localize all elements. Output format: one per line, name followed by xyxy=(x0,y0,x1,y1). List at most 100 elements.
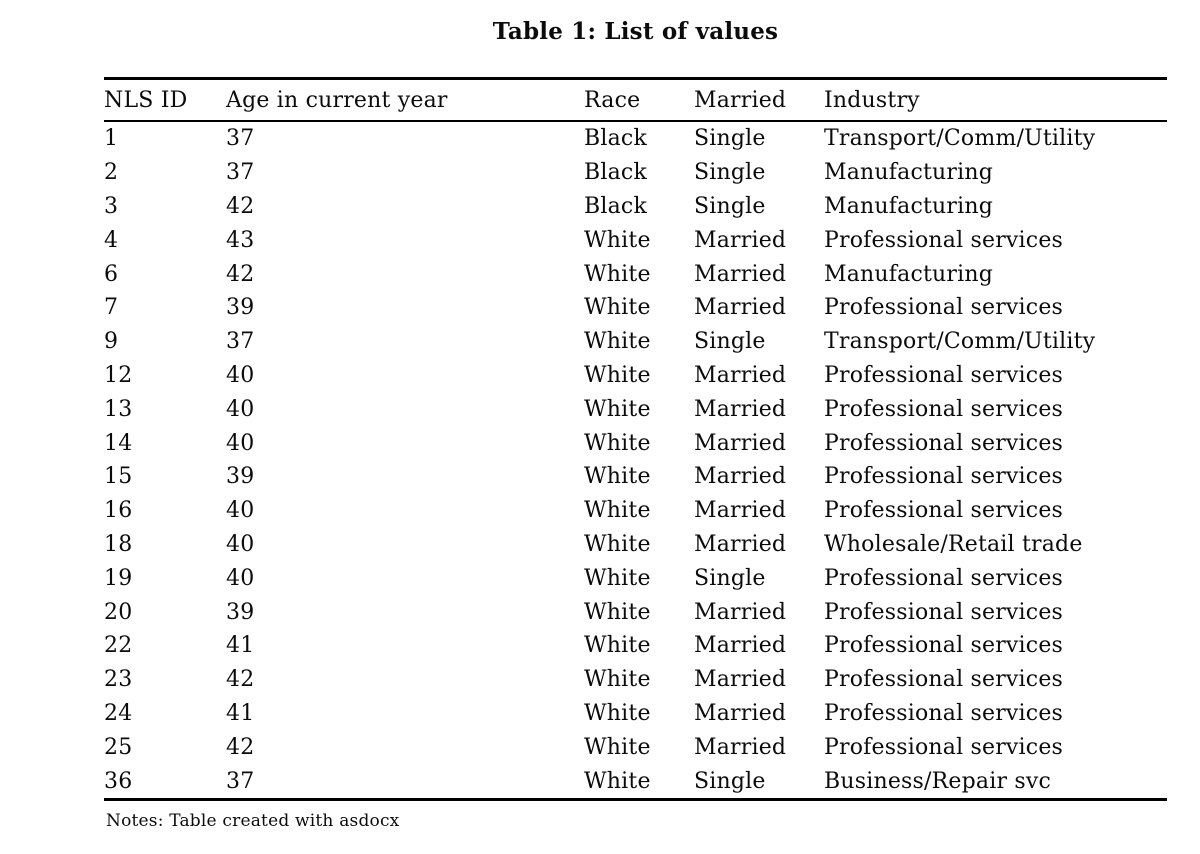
col-header-race: Race xyxy=(584,78,694,122)
cell-married: Single xyxy=(694,126,766,152)
cell-married: Single xyxy=(694,329,766,355)
cell-race: White xyxy=(584,329,651,355)
cell-race: White xyxy=(584,396,651,422)
cell-married: Married xyxy=(694,464,787,490)
table-row: 23 42 White Married Professional service… xyxy=(104,663,1167,697)
cell-industry: Business/Repair svc xyxy=(824,768,1052,794)
cell-race: White xyxy=(584,227,651,253)
cell-nls-id: 14 xyxy=(104,430,133,456)
cell-industry: Professional services xyxy=(824,734,1064,760)
cell-race: Black xyxy=(584,126,647,152)
cell-age: 40 xyxy=(226,565,255,591)
cell-married: Married xyxy=(694,667,787,693)
table-row: 20 39 White Married Professional service… xyxy=(104,595,1167,629)
cell-nls-id: 16 xyxy=(104,498,133,524)
cell-industry: Wholesale/Retail trade xyxy=(824,531,1083,557)
cell-age: 42 xyxy=(226,734,255,760)
cell-age: 40 xyxy=(226,531,255,557)
table-row: 19 40 White Single Professional services xyxy=(104,561,1167,595)
cell-race: White xyxy=(584,464,651,490)
table-row: 16 40 White Married Professional service… xyxy=(104,494,1167,528)
cell-industry: Professional services xyxy=(824,633,1064,659)
cell-age: 39 xyxy=(226,599,255,625)
table-row: 22 41 White Married Professional service… xyxy=(104,629,1167,663)
col-header-married: Married xyxy=(694,78,824,122)
cell-married: Married xyxy=(694,362,787,388)
cell-race: White xyxy=(584,633,651,659)
cell-race: White xyxy=(584,667,651,693)
cell-married: Single xyxy=(694,565,766,591)
cell-married: Single xyxy=(694,768,766,794)
cell-married: Married xyxy=(694,734,787,760)
table-row: 12 40 White Married Professional service… xyxy=(104,359,1167,393)
cell-nls-id: 9 xyxy=(104,329,119,355)
cell-nls-id: 1 xyxy=(104,126,119,152)
cell-race: White xyxy=(584,430,651,456)
cell-nls-id: 19 xyxy=(104,565,133,591)
cell-race: Black xyxy=(584,193,647,219)
cell-race: White xyxy=(584,531,651,557)
cell-married: Single xyxy=(694,193,766,219)
cell-race: White xyxy=(584,734,651,760)
cell-race: White xyxy=(584,565,651,591)
cell-nls-id: 22 xyxy=(104,633,133,659)
cell-race: White xyxy=(584,599,651,625)
cell-industry: Professional services xyxy=(824,498,1064,524)
cell-nls-id: 25 xyxy=(104,734,133,760)
cell-industry: Manufacturing xyxy=(824,160,993,186)
table-header: NLS ID Age in current year Race Married … xyxy=(104,78,1167,122)
col-header-nls-id: NLS ID xyxy=(104,78,226,122)
cell-race: White xyxy=(584,498,651,524)
cell-industry: Professional services xyxy=(824,295,1064,321)
cell-nls-id: 15 xyxy=(104,464,133,490)
cell-married: Married xyxy=(694,531,787,557)
cell-age: 40 xyxy=(226,396,255,422)
table-row: 36 37 White Single Business/Repair svc xyxy=(104,764,1167,799)
cell-age: 40 xyxy=(226,498,255,524)
cell-age: 37 xyxy=(226,768,255,794)
cell-nls-id: 13 xyxy=(104,396,133,422)
cell-nls-id: 20 xyxy=(104,599,133,625)
cell-industry: Professional services xyxy=(824,396,1064,422)
cell-industry: Professional services xyxy=(824,362,1064,388)
cell-industry: Professional services xyxy=(824,430,1064,456)
table-row: 6 42 White Married Manufacturing xyxy=(104,257,1167,291)
cell-age: 40 xyxy=(226,362,255,388)
table-row: 7 39 White Married Professional services xyxy=(104,291,1167,325)
cell-married: Married xyxy=(694,498,787,524)
cell-married: Married xyxy=(694,227,787,253)
cell-married: Married xyxy=(694,261,787,287)
cell-married: Single xyxy=(694,160,766,186)
cell-industry: Professional services xyxy=(824,599,1064,625)
cell-race: White xyxy=(584,768,651,794)
cell-race: White xyxy=(584,362,651,388)
cell-age: 37 xyxy=(226,160,255,186)
table-row: 15 39 White Married Professional service… xyxy=(104,460,1167,494)
cell-age: 37 xyxy=(226,329,255,355)
cell-married: Married xyxy=(694,700,787,726)
table-row: 18 40 White Married Wholesale/Retail tra… xyxy=(104,528,1167,562)
header-row: NLS ID Age in current year Race Married … xyxy=(104,78,1167,122)
cell-nls-id: 4 xyxy=(104,227,119,253)
cell-nls-id: 23 xyxy=(104,667,133,693)
cell-married: Married xyxy=(694,430,787,456)
cell-race: White xyxy=(584,295,651,321)
cell-industry: Professional services xyxy=(824,227,1064,253)
cell-age: 41 xyxy=(226,700,255,726)
cell-nls-id: 36 xyxy=(104,768,133,794)
cell-industry: Professional services xyxy=(824,667,1064,693)
values-table: NLS ID Age in current year Race Married … xyxy=(104,77,1167,801)
cell-age: 41 xyxy=(226,633,255,659)
cell-industry: Professional services xyxy=(824,700,1064,726)
cell-nls-id: 24 xyxy=(104,700,133,726)
cell-age: 43 xyxy=(226,227,255,253)
cell-industry: Transport/Comm/Utility xyxy=(824,329,1096,355)
cell-age: 39 xyxy=(226,295,255,321)
table-row: 3 42 Black Single Manufacturing xyxy=(104,190,1167,224)
cell-married: Married xyxy=(694,396,787,422)
cell-married: Married xyxy=(694,633,787,659)
cell-nls-id: 6 xyxy=(104,261,119,287)
cell-age: 42 xyxy=(226,261,255,287)
cell-age: 40 xyxy=(226,430,255,456)
cell-age: 37 xyxy=(226,126,255,152)
